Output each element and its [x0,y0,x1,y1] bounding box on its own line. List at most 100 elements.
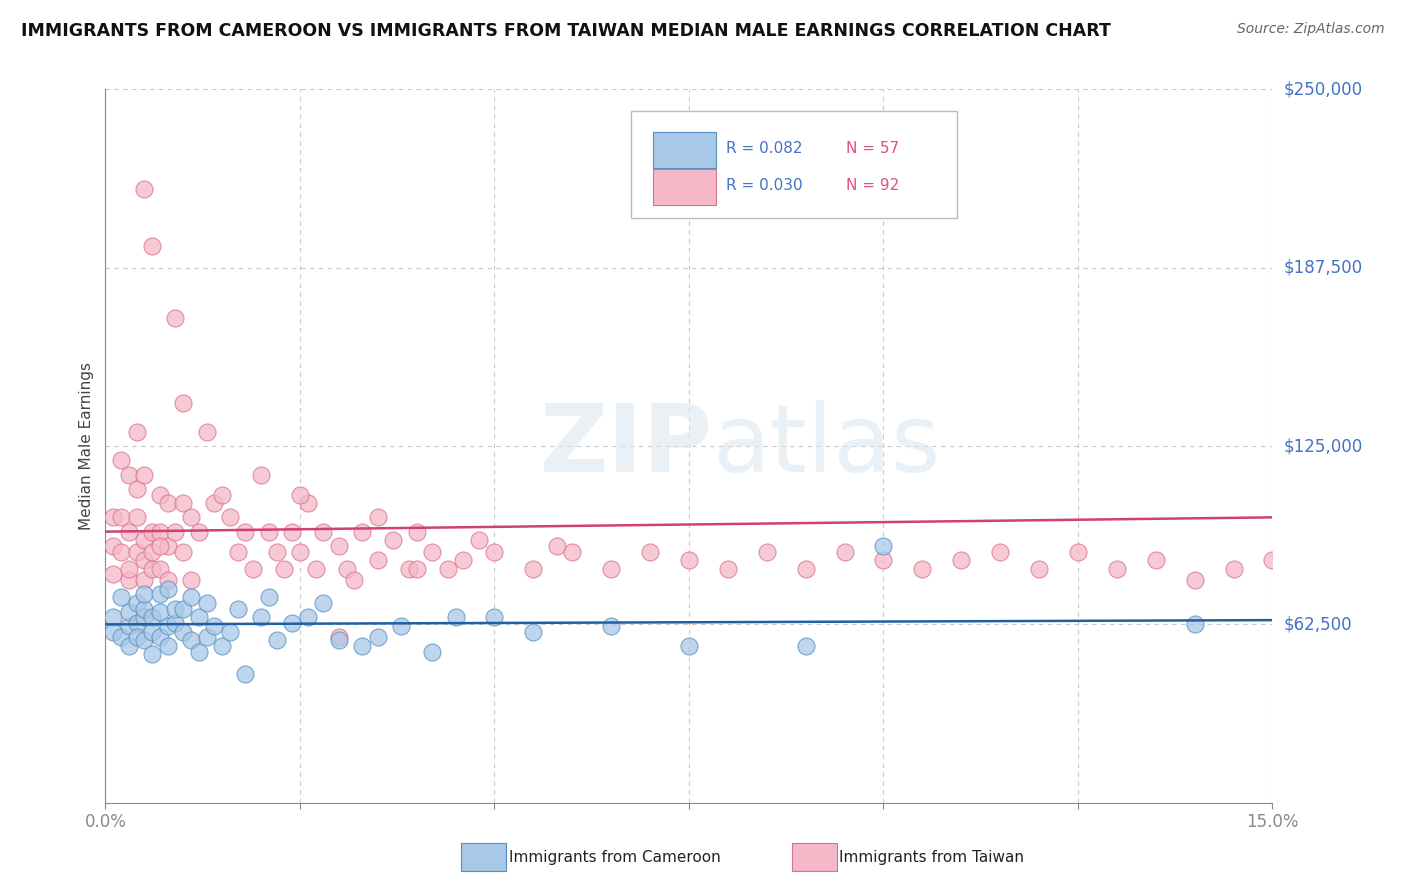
Point [141,624,163,639]
Point [202,496,225,510]
Point [118,619,141,633]
Point [165,615,187,630]
FancyBboxPatch shape [630,111,957,218]
Point [180,573,202,587]
Point [141,544,163,558]
Point [180,510,202,524]
Point [288,487,311,501]
Point [453,553,475,567]
Point [219,510,242,524]
Point [382,533,405,548]
Point [172,544,194,558]
Point [134,553,156,567]
Point [118,573,141,587]
Point [436,562,458,576]
Y-axis label: Median Male Earnings: Median Male Earnings [79,362,94,530]
Point [103,567,125,582]
Point [367,553,389,567]
Point [134,182,156,196]
Point [156,496,179,510]
Point [125,544,148,558]
Point [110,591,132,605]
Point [141,239,163,253]
Point [134,610,156,624]
Point [717,562,740,576]
Point [273,562,295,576]
Point [988,544,1011,558]
Point [118,562,141,576]
Point [165,601,187,615]
Point [134,533,156,548]
Point [522,562,544,576]
Point [134,573,156,587]
Point [297,610,319,624]
Point [950,553,973,567]
Point [118,605,141,619]
Point [250,467,273,482]
Point [242,562,264,576]
Point [219,624,242,639]
Point [1144,553,1167,567]
Point [546,539,568,553]
Point [149,524,172,539]
Point [257,524,280,539]
Point [187,610,209,624]
Text: atlas: atlas [713,400,941,492]
Point [125,510,148,524]
Point [297,496,319,510]
Point [187,524,209,539]
Text: N = 92: N = 92 [846,178,900,193]
Point [678,553,700,567]
Point [195,425,218,439]
Point [134,633,156,648]
Point [149,487,172,501]
Text: $62,500: $62,500 [1284,615,1353,633]
Point [172,624,194,639]
Point [103,610,125,624]
Point [211,487,233,501]
Point [600,562,623,576]
Point [156,619,179,633]
Point [794,562,817,576]
Point [103,539,125,553]
Point [468,533,491,548]
Point [794,639,817,653]
Point [134,467,156,482]
Point [172,396,194,410]
Point [343,573,366,587]
Text: $250,000: $250,000 [1284,80,1362,98]
Point [250,610,273,624]
Point [180,591,202,605]
Point [165,524,187,539]
Point [125,482,148,496]
Point [638,544,661,558]
Point [281,524,304,539]
Point [834,544,856,558]
Point [187,644,209,658]
Point [872,553,894,567]
Point [125,615,148,630]
Point [1184,573,1206,587]
FancyBboxPatch shape [652,169,716,205]
Point [226,601,249,615]
Point [134,587,156,601]
Point [118,639,141,653]
Point [304,562,326,576]
Text: R = 0.082: R = 0.082 [727,141,803,156]
Point [118,524,141,539]
Point [149,630,172,644]
Point [172,601,194,615]
Point [281,615,304,630]
Point [1222,562,1244,576]
Point [522,624,544,639]
Point [367,510,389,524]
Point [420,644,443,658]
Point [328,539,350,553]
Point [484,610,506,624]
FancyBboxPatch shape [652,132,716,169]
Point [235,524,257,539]
Point [872,539,894,553]
Point [125,425,148,439]
Point [103,510,125,524]
Point [156,639,179,653]
